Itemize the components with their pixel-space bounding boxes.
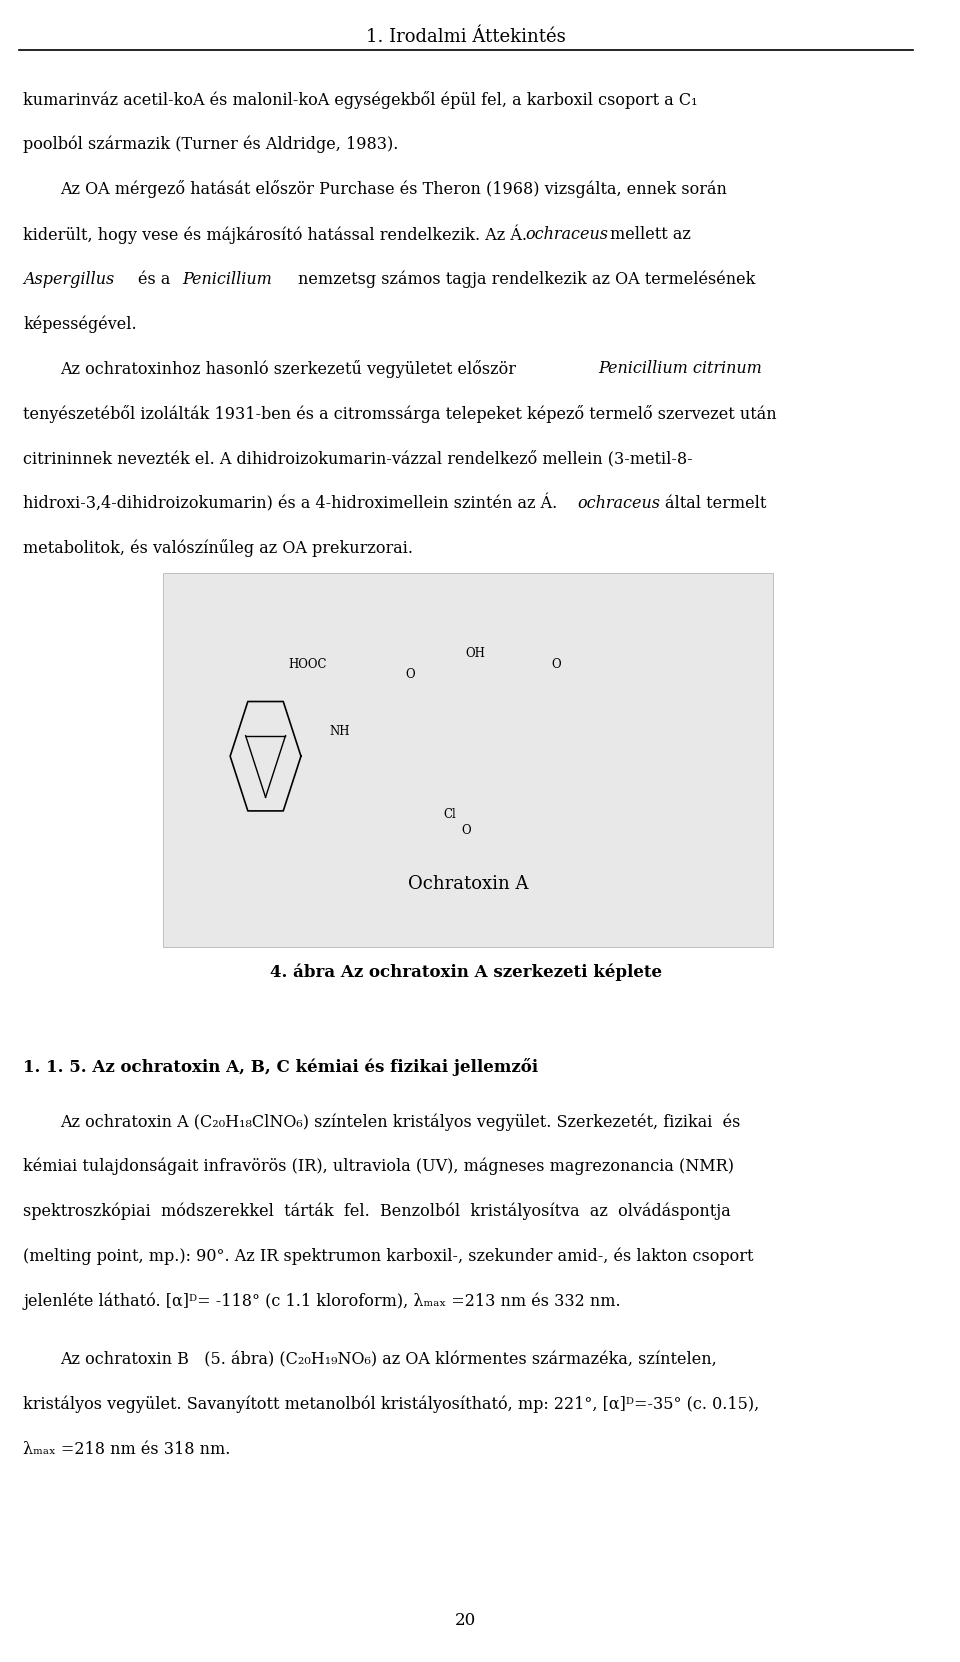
Text: hidroxi-3,4-dihidroizokumarin) és a 4-hidroximellein szintén az Á.: hidroxi-3,4-dihidroizokumarin) és a 4-hi… — [23, 495, 558, 512]
Text: kémiai tulajdonságait infravörös (IR), ultraviola (UV), mágneses magrezonancia (: kémiai tulajdonságait infravörös (IR), u… — [23, 1158, 734, 1175]
Text: 4. ábra Az ochratoxin A szerkezeti képlete: 4. ábra Az ochratoxin A szerkezeti képle… — [270, 964, 661, 981]
Text: spektroszkópiai  módszerekkel  tárták  fel.  Benzolból  kristályosítva  az  olvá: spektroszkópiai módszerekkel tárták fel.… — [23, 1203, 732, 1220]
Text: Penicillium: Penicillium — [182, 271, 273, 288]
Text: kumarinváz acetil-koA és malonil-koA egységekből épül fel, a karboxil csoport a : kumarinváz acetil-koA és malonil-koA egy… — [23, 91, 698, 108]
Text: Penicillium citrinum: Penicillium citrinum — [598, 361, 762, 377]
Text: és a: és a — [138, 271, 170, 288]
Text: (melting point, mp.): 90°. Az IR spektrumon karboxil-, szekunder amid-, és lakto: (melting point, mp.): 90°. Az IR spektru… — [23, 1248, 754, 1265]
Text: O: O — [551, 658, 561, 671]
Text: nemzetsg számos tagja rendelkezik az OA termelésének: nemzetsg számos tagja rendelkezik az OA … — [299, 271, 756, 288]
Text: 1. Irodalmi Áttekintés: 1. Irodalmi Áttekintés — [366, 28, 565, 45]
Text: Az ochratoxinhoz hasonló szerkezetű vegyületet először: Az ochratoxinhoz hasonló szerkezetű vegy… — [60, 361, 516, 377]
Text: kiderült, hogy vese és májkárosító hatással rendelkezik. Az Á.: kiderült, hogy vese és májkárosító hatás… — [23, 224, 527, 244]
Text: HOOC: HOOC — [288, 658, 326, 671]
Text: jelenléte látható. [α]ᴰ= -118° (c 1.1 kloroform), λₘₐₓ =213 nm és 332 nm.: jelenléte látható. [α]ᴰ= -118° (c 1.1 kl… — [23, 1293, 621, 1310]
Text: által termelt: által termelt — [665, 495, 767, 512]
Text: NH: NH — [330, 725, 350, 738]
Text: O: O — [461, 824, 470, 838]
Text: λₘₐₓ =218 nm és 318 nm.: λₘₐₓ =218 nm és 318 nm. — [23, 1441, 230, 1458]
Text: Cl: Cl — [444, 808, 456, 821]
Text: 20: 20 — [455, 1612, 476, 1629]
Text: Az OA mérgező hatását először Purchase és Theron (1968) vizsgálta, ennek során: Az OA mérgező hatását először Purchase é… — [60, 181, 728, 198]
Text: 1. 1. 5. Az ochratoxin A, B, C kémiai és fizikai jellemzői: 1. 1. 5. Az ochratoxin A, B, C kémiai és… — [23, 1059, 539, 1075]
Text: ochraceus: ochraceus — [578, 495, 660, 512]
Text: Aspergillus: Aspergillus — [23, 271, 114, 288]
Text: ochraceus: ochraceus — [525, 226, 609, 243]
Text: Az ochratoxin B   (5. ábra) (C₂₀H₁₉NO₆) az OA klórmentes származéka, színtelen,: Az ochratoxin B (5. ábra) (C₂₀H₁₉NO₆) az… — [60, 1351, 717, 1368]
Text: Ochratoxin A: Ochratoxin A — [407, 876, 528, 892]
Text: poolból származik (Turner és Aldridge, 1983).: poolból származik (Turner és Aldridge, 1… — [23, 136, 398, 153]
Text: citrininnek nevezték el. A dihidroizokumarin-vázzal rendelkező mellein (3-metil-: citrininnek nevezték el. A dihidroizokum… — [23, 450, 693, 467]
Text: OH: OH — [466, 647, 485, 660]
Text: képességével.: képességével. — [23, 316, 137, 332]
Text: O: O — [405, 668, 415, 681]
Text: kristályos vegyület. Savanyított metanolból kristályosítható, mp: 221°, [α]ᴰ=-35: kristályos vegyület. Savanyított metanol… — [23, 1396, 759, 1413]
FancyBboxPatch shape — [163, 573, 774, 947]
Text: mellett az: mellett az — [611, 226, 691, 243]
Text: tenyészetéből izolálták 1931-ben és a citromssárga telepeket képező termelő szer: tenyészetéből izolálták 1931-ben és a ci… — [23, 406, 777, 422]
Text: Az ochratoxin A (C₂₀H₁₈ClNO₆) színtelen kristályos vegyület. Szerkezetét, fizika: Az ochratoxin A (C₂₀H₁₈ClNO₆) színtelen … — [60, 1114, 741, 1130]
Text: metabolitok, és valószínűleg az OA prekurzorai.: metabolitok, és valószínűleg az OA preku… — [23, 540, 414, 557]
